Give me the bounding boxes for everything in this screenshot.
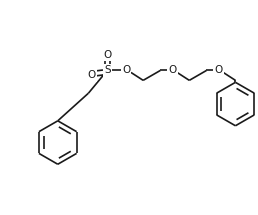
Text: O: O bbox=[168, 66, 176, 75]
Text: O: O bbox=[122, 66, 130, 75]
Text: O: O bbox=[87, 71, 95, 80]
Text: O: O bbox=[103, 50, 111, 60]
Text: O: O bbox=[214, 66, 222, 75]
Text: S: S bbox=[104, 66, 110, 75]
